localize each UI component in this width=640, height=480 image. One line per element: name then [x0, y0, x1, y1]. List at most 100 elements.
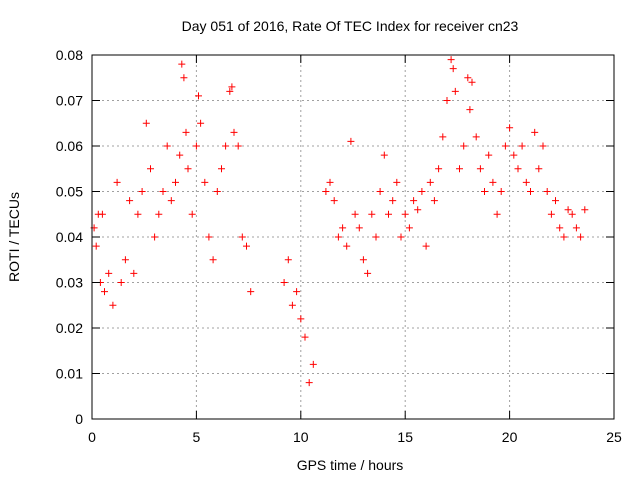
data-point: [147, 165, 154, 173]
data-point: [182, 128, 190, 136]
data-point: [497, 188, 505, 195]
data-point: [531, 128, 539, 136]
data-point: [113, 178, 121, 186]
data-point: [334, 233, 342, 241]
data-point: [543, 188, 551, 195]
data-point: [243, 242, 250, 250]
data-point: [422, 242, 430, 250]
data-point: [205, 233, 213, 241]
data-point: [228, 83, 236, 91]
x-tick-label: 20: [502, 429, 518, 445]
data-point: [449, 65, 457, 73]
data-point: [213, 188, 221, 195]
data-point: [92, 242, 100, 250]
data-point: [226, 87, 234, 95]
data-point: [405, 224, 413, 232]
y-tick-label: 0.02: [56, 320, 83, 336]
y-tick-label: 0.03: [56, 275, 83, 291]
data-point: [493, 210, 501, 218]
data-point: [364, 269, 372, 277]
grid-lines: [92, 55, 614, 419]
data-point: [351, 210, 359, 218]
data-point: [130, 269, 138, 277]
data-point: [451, 87, 459, 95]
data-point: [184, 165, 192, 173]
tick-labels: 0 5 10 15 20 25 0 0.01 0.02 0.03 0.04 0.05 0.06 0.07 0…: [56, 47, 622, 445]
data-point: [134, 210, 142, 218]
data-point: [201, 178, 209, 186]
data-point: [197, 119, 205, 127]
x-tick-label: 10: [293, 429, 309, 445]
data-point: [552, 197, 559, 205]
y-axis-label: ROTI / TECUs: [6, 192, 22, 282]
data-point: [176, 151, 184, 159]
x-tick-label: 0: [88, 429, 96, 445]
data-point: [105, 269, 113, 277]
data-point: [117, 279, 125, 286]
data-point: [518, 142, 526, 150]
y-tick-label: 0: [75, 411, 83, 427]
data-point: [284, 256, 292, 264]
data-point: [172, 178, 179, 186]
x-tick-label: 25: [606, 429, 622, 445]
data-point: [326, 178, 334, 186]
x-axis-label: GPS time / hours: [297, 457, 404, 473]
data-point: [481, 188, 488, 195]
data-point: [330, 197, 338, 205]
data-point: [385, 210, 392, 218]
data-point: [489, 178, 497, 186]
data-point: [460, 142, 468, 150]
data-point: [238, 233, 246, 241]
data-point: [560, 233, 568, 241]
data-point: [556, 224, 564, 232]
data-point: [121, 256, 129, 264]
data-point: [355, 224, 363, 232]
data-point: [464, 74, 472, 82]
data-point: [218, 165, 225, 173]
data-point: [410, 197, 418, 205]
data-point: [376, 188, 384, 195]
data-point: [155, 210, 163, 218]
data-point: [393, 178, 401, 186]
data-point: [501, 142, 509, 150]
data-point: [180, 74, 188, 82]
data-point: [547, 210, 555, 218]
data-point: [564, 206, 572, 214]
data-point: [301, 333, 309, 341]
x-tick-label: 15: [397, 429, 413, 445]
data-point: [447, 56, 455, 64]
data-point: [527, 188, 534, 195]
data-point: [142, 119, 150, 127]
data-point: [163, 142, 171, 150]
data-point: [506, 124, 514, 132]
data-point: [380, 151, 388, 159]
data-point: [222, 142, 230, 150]
data-point: [159, 188, 167, 195]
axis-ticks: [91, 54, 615, 420]
data-point: [443, 97, 451, 104]
y-tick-label: 0.05: [56, 184, 83, 200]
y-tick-label: 0.01: [56, 366, 83, 382]
data-point: [167, 197, 175, 205]
data-point: [126, 197, 134, 205]
data-point: [522, 178, 530, 186]
data-point: [347, 137, 355, 145]
data-point: [209, 256, 217, 264]
data-point: [188, 210, 196, 218]
data-point: [109, 301, 117, 309]
data-point: [305, 379, 313, 387]
data-point: [339, 224, 347, 232]
y-tick-label: 0.07: [56, 93, 83, 109]
data-point: [472, 133, 480, 141]
data-point: [309, 360, 317, 368]
data-point: [568, 210, 576, 218]
data-point: [297, 315, 305, 323]
data-point: [456, 165, 463, 173]
data-point: [151, 233, 159, 241]
y-tick-label: 0.06: [56, 138, 83, 154]
data-point: [178, 60, 186, 68]
data-point: [247, 288, 255, 296]
data-point: [426, 178, 434, 186]
data-points: [90, 56, 589, 387]
